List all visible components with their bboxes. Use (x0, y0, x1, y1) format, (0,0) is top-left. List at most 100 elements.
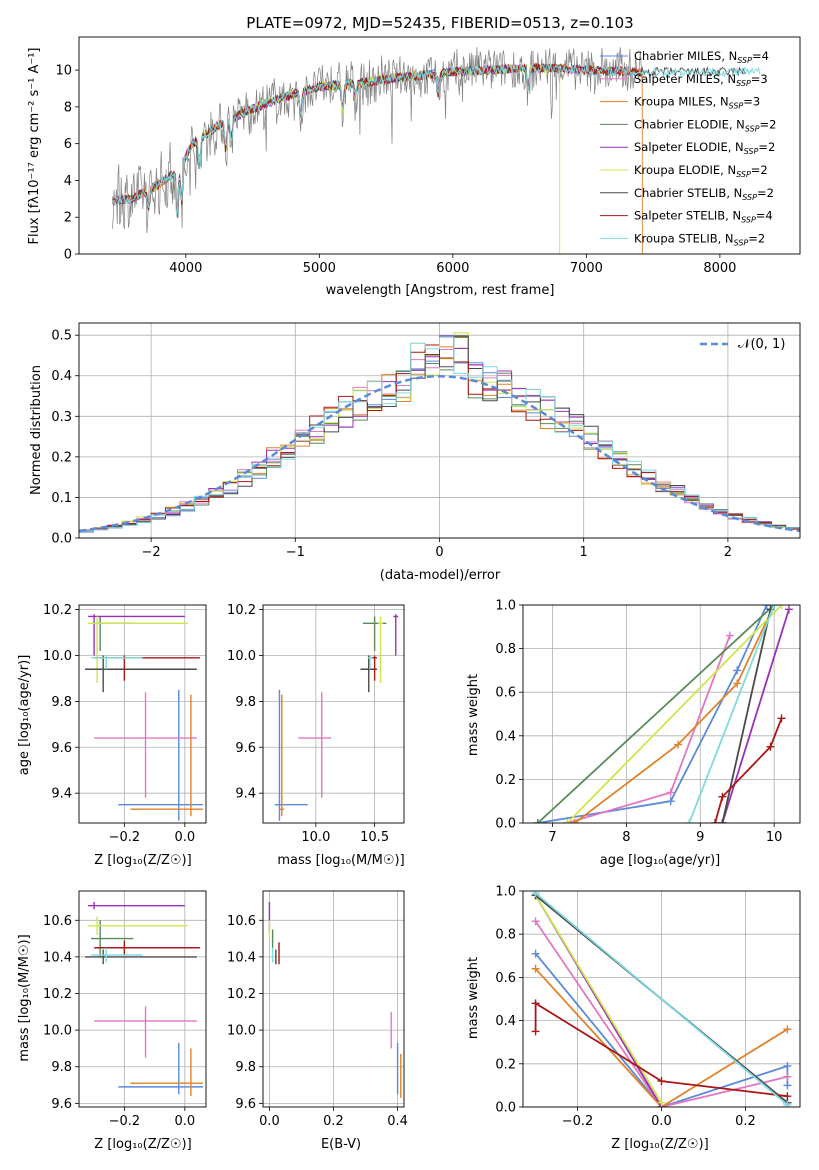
y-tick-label: 9.8 (51, 695, 72, 710)
plot-area (111, 47, 761, 254)
axes-frame (78, 36, 801, 255)
x-tick-label: 0.2 (735, 1114, 756, 1129)
residual-histogram: −2 −1 0 1 2 0.0 0.1 0.2 0.3 0.4 0.5 (51, 322, 801, 560)
x-tick-label: 5000 (303, 261, 336, 276)
plus-marker (766, 742, 775, 751)
p6-xlabel: Z [log₁₀(Z/Z☉)] (94, 1137, 191, 1152)
mass-weight-vs-metallicity-plot: −0.2 0.0 0.2 0.0 0.2 0.4 0.6 0.8 1.0 (495, 885, 801, 1129)
legend-count: =4 (756, 209, 773, 223)
y-tick-label: 0.1 (51, 491, 72, 506)
plus-marker (733, 666, 742, 675)
plot-area (268, 901, 402, 1098)
x-tick-label: 0.0 (651, 1114, 672, 1129)
plus-marker (783, 1025, 792, 1034)
y-tick-label: 10.2 (227, 987, 256, 1002)
y-tick-label: 9.6 (235, 741, 256, 756)
plus-marker (711, 819, 720, 823)
plus-marker (531, 1027, 540, 1036)
y-tick-label: 0.4 (495, 729, 516, 744)
y-tick-label: 10.0 (43, 649, 72, 664)
legend-count: =4 (752, 49, 769, 63)
age-vs-mass-plot: 10.0 10.5 9.4 9.6 9.8 10.0 10.2 (227, 603, 405, 845)
spectrum-xlabel: wavelength [Angstrom, rest frame] (326, 283, 555, 298)
y-tick-label: 10.0 (43, 1024, 72, 1039)
y-tick-label: 10.6 (227, 914, 256, 929)
legend-count: =2 (748, 231, 765, 245)
y-tick-label: 10.0 (227, 649, 256, 664)
y-tick-label: 1.0 (495, 885, 516, 900)
mass-weight-vs-age-plot: 7 8 9 10 0.0 0.2 0.4 0.6 0.8 1.0 (495, 599, 801, 845)
x-tick-label: 10 (766, 830, 783, 845)
mass-weight-line (688, 605, 775, 823)
mass-weight-line (574, 605, 775, 823)
plus-marker (531, 999, 540, 1008)
y-tick-label: 10.2 (227, 603, 256, 618)
y-tick-label: 0.0 (495, 817, 516, 832)
spectrum-ylabel: Flux [fλ10⁻¹⁷ erg cm⁻² s⁻¹ A⁻¹] (27, 48, 42, 245)
y-tick-label: 0.8 (495, 642, 516, 657)
mass-weight-line (535, 892, 788, 1106)
legend-subscript: SSP (736, 170, 751, 179)
legend-subscript: SSP (737, 56, 752, 65)
y-tick-label: 10.6 (43, 914, 72, 929)
plus-marker (777, 605, 786, 609)
p3-ylabel: age [log₁₀(age/yr)] (17, 655, 32, 776)
legend-label: Salpeter ELODIE, NSSP=2 (634, 140, 775, 156)
legend-subscript: SSP (729, 102, 744, 111)
x-tick-label: 0.0 (174, 830, 195, 845)
plus-marker (762, 605, 771, 609)
x-tick-label: −0.2 (562, 1114, 594, 1129)
legend-label: Chabrier MILES, NSSP=4 (634, 49, 769, 65)
y-tick-label: 9.4 (51, 787, 72, 802)
spectrum-legend: Chabrier MILES, NSSP=4 Salpeter MILES, NS… (600, 49, 776, 247)
plus-marker (563, 819, 572, 823)
mass-vs-metallicity-plot: −0.2 0.0 9.6 9.8 10.0 10.2 10.4 10.6 (43, 890, 207, 1129)
mass-weight-line (714, 718, 783, 823)
y-tick-label: 10.4 (227, 950, 256, 965)
x-tick-label: 0.2 (323, 1114, 344, 1129)
histogram-ylabel: Normed distribution (29, 365, 44, 495)
y-tick-label: 9.4 (235, 787, 256, 802)
plot-area (79, 332, 800, 533)
x-tick-label: 4000 (169, 261, 202, 276)
legend-count: =2 (757, 186, 774, 200)
legend-label: Salpeter STELIB, NSSP=4 (634, 209, 773, 225)
plot-area (531, 891, 792, 1107)
x-tick-label: 0.0 (174, 1114, 195, 1129)
legend-count: =2 (751, 163, 768, 177)
y-tick-label: 0.6 (495, 686, 516, 701)
plus-marker (725, 631, 734, 640)
legend-label: Kroupa ELODIE, NSSP=2 (634, 163, 768, 179)
y-tick-label: 0 (64, 248, 72, 263)
p7-xlabel: E(B-V) (321, 1137, 361, 1152)
mass-weight-line (721, 609, 790, 823)
x-tick-label: 1 (580, 545, 588, 560)
normal-legend-label: 𝒩(0, 1) (738, 337, 785, 352)
y-tick-label: 9.8 (51, 1060, 72, 1075)
x-tick-label: 6000 (436, 261, 469, 276)
plus-marker (657, 1077, 666, 1086)
axes-frame (78, 890, 207, 1108)
p5-xlabel: age [log₁₀(age/yr)] (600, 853, 721, 868)
plus-marker (733, 679, 742, 688)
age-vs-metallicity-plot: −0.2 0.0 9.4 9.6 9.8 10.0 10.2 (43, 603, 207, 845)
x-tick-label: −0.2 (109, 1114, 141, 1129)
y-tick-label: 9.6 (235, 1097, 256, 1112)
plus-marker (783, 1072, 792, 1081)
legend-subscript: SSP (741, 216, 756, 225)
legend-count: =3 (751, 72, 768, 86)
plus-marker (783, 1092, 792, 1101)
y-tick-label: 9.8 (235, 1060, 256, 1075)
histogram-xlabel: (data-model)/error (380, 568, 501, 583)
x-tick-label: −0.2 (109, 830, 141, 845)
y-tick-label: 10.4 (43, 950, 72, 965)
p6-ylabel: mass [log₁₀(M/M☉)] (17, 934, 32, 1061)
mass-weight-line (534, 968, 788, 1107)
y-tick-label: 0.2 (495, 773, 516, 788)
axes-frame (78, 604, 207, 824)
mass-weight-line (566, 605, 783, 823)
plus-marker (666, 797, 675, 806)
legend-label: Chabrier STELIB, NSSP=2 (634, 186, 774, 202)
mass-weight-line (534, 920, 788, 1107)
